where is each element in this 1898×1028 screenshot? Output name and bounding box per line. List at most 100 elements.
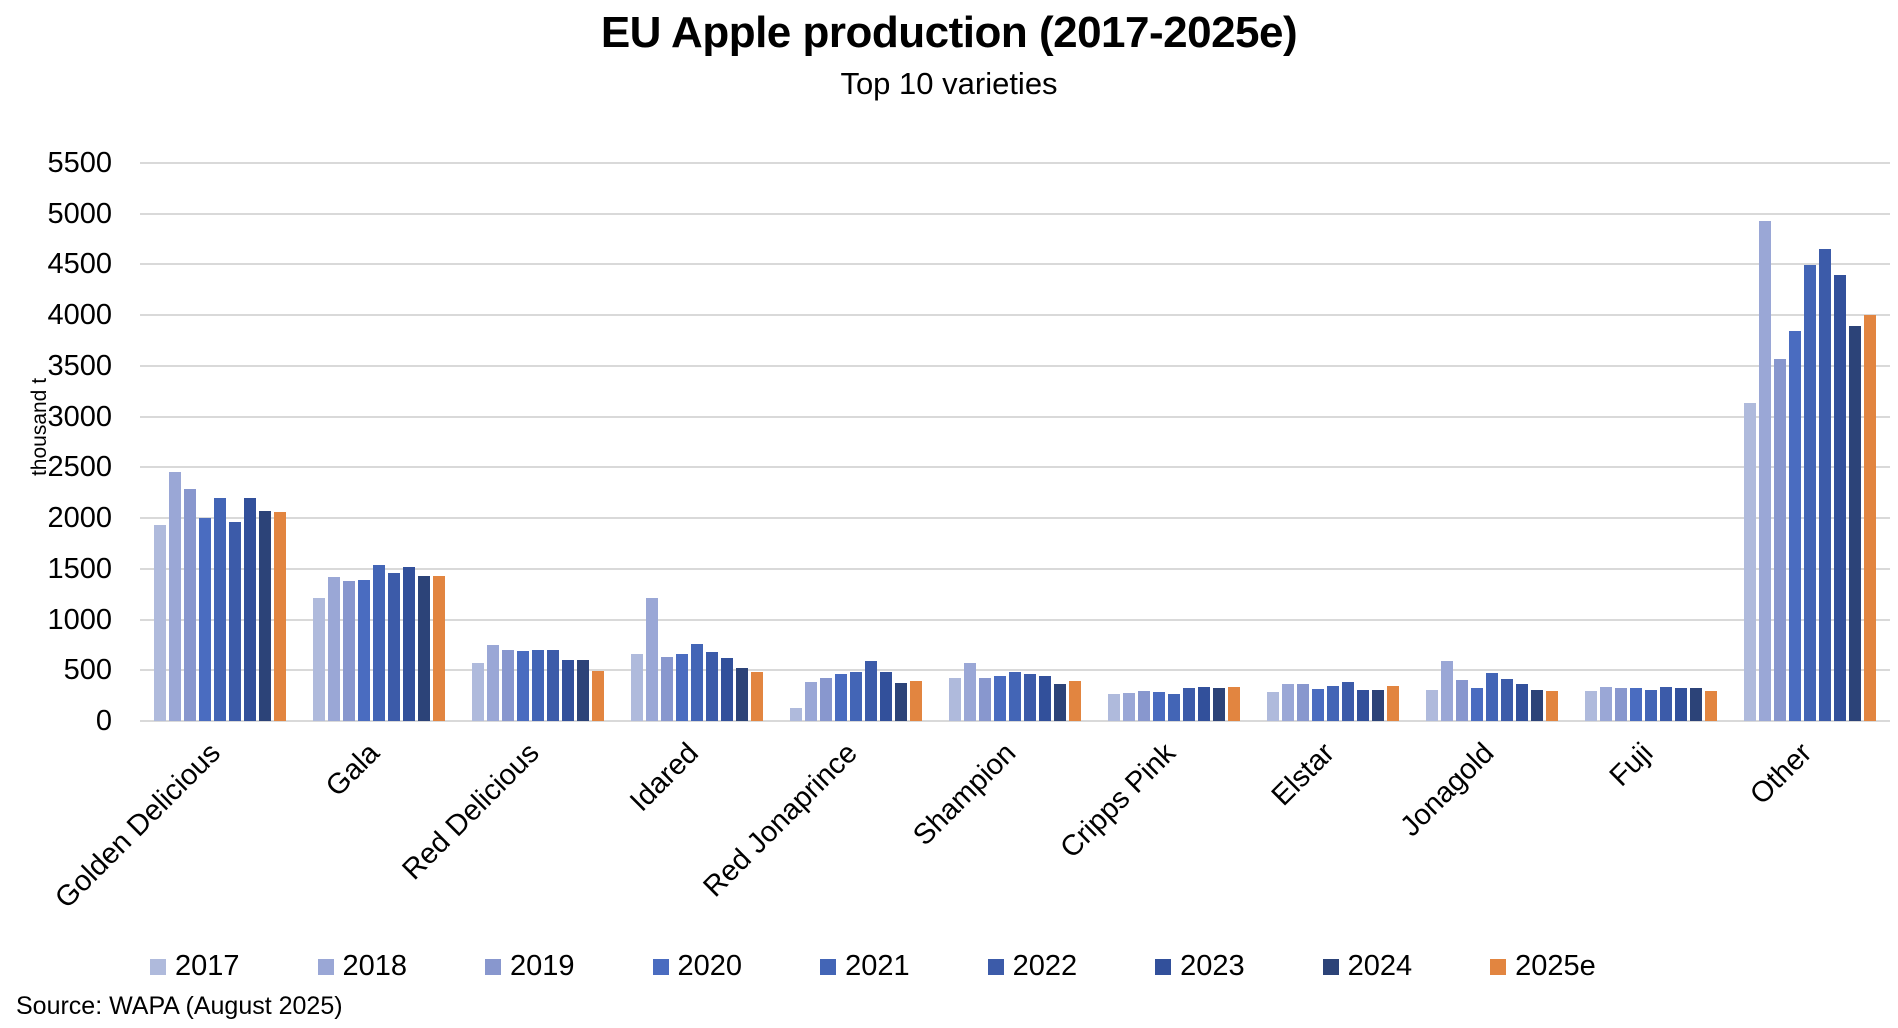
- source-note: Source: WAPA (August 2025): [16, 992, 343, 1020]
- legend-swatch-icon-2018: [317, 958, 334, 975]
- bar-jonagold-2018: [1441, 661, 1454, 721]
- legend: 2017 2018 2019 2020 2021 2022 2023 2024 2025e: [150, 950, 1596, 983]
- legend-label-2022: 2022: [1012, 950, 1078, 982]
- legend-item-2025e: 2025e: [1490, 950, 1596, 983]
- bar-gala-2023: [402, 566, 415, 721]
- bar-shampion-2018: [963, 663, 976, 721]
- bar-shampion-2019: [978, 678, 991, 721]
- category-group-gala: [299, 163, 458, 721]
- bar-other-2023: [1834, 274, 1847, 721]
- bar-golden-delicious-2024: [258, 511, 271, 721]
- y-tick-label-5000: 5000: [47, 197, 112, 230]
- bar-jonagold-2020: [1471, 688, 1484, 721]
- bar-fuji-2019: [1615, 688, 1628, 721]
- legend-swatch-icon-2024: [1322, 958, 1339, 975]
- legend-item-2017: 2017: [150, 950, 240, 983]
- bar-red-delicious-2022: [546, 650, 559, 721]
- gridline-3500: [140, 364, 1890, 367]
- bar-gala-2020: [357, 580, 370, 721]
- bar-red-delicious-2024: [576, 660, 589, 721]
- bar-other-2017: [1744, 403, 1757, 721]
- x-label-other: Other: [1744, 737, 1819, 811]
- gridline-500: [140, 669, 1890, 672]
- bar-other-2020: [1789, 331, 1802, 721]
- category-group-cripps-pink: [1095, 163, 1254, 721]
- bar-golden-delicious-2019: [183, 488, 196, 721]
- bar-other-2018: [1759, 220, 1772, 721]
- plot-area: 0 500 1000 1500 2000 2500 3000 3500 4000 4500 5000…: [47, 147, 1890, 737]
- gridline-4500: [140, 263, 1890, 266]
- bar-golden-delicious-2022: [228, 522, 241, 721]
- bar-elstar-2025e: [1387, 686, 1400, 721]
- bar-gala-2017: [312, 598, 325, 721]
- bar-elstar-2018: [1282, 683, 1295, 721]
- bar-fuji-2017: [1585, 691, 1598, 721]
- bar-elstar-2024: [1372, 689, 1385, 721]
- y-tick-label-3000: 3000: [47, 400, 112, 433]
- bar-golden-delicious-2017: [153, 525, 166, 721]
- bar-gala-2019: [342, 580, 355, 721]
- bar-gala-2018: [327, 576, 340, 721]
- bar-other-2019: [1774, 358, 1787, 721]
- x-label-elstar: Elstar: [1265, 737, 1341, 813]
- bar-red-delicious-2017: [471, 663, 484, 721]
- legend-label-2025e: 2025e: [1515, 950, 1596, 982]
- category-group-shampion: [935, 163, 1094, 721]
- bar-idared-2023: [720, 658, 733, 721]
- legend-swatch-icon-2022: [987, 958, 1004, 975]
- bar-cripps-pink-2018: [1123, 692, 1136, 721]
- bar-elstar-2019: [1297, 683, 1310, 721]
- bar-cripps-pink-2020: [1153, 692, 1166, 721]
- bar-cripps-pink-2017: [1108, 694, 1121, 721]
- gridline-4000: [140, 314, 1890, 317]
- legend-label-2020: 2020: [677, 950, 743, 982]
- y-tick-label-500: 500: [63, 654, 112, 687]
- bar-jonagold-2025e: [1546, 691, 1559, 721]
- bar-gala-2021: [372, 565, 385, 721]
- bar-cripps-pink-2021: [1168, 693, 1181, 721]
- bar-golden-delicious-2020: [198, 518, 211, 721]
- bar-fuji-2023: [1675, 688, 1688, 721]
- legend-item-2020: 2020: [652, 950, 743, 983]
- bar-fuji-2024: [1690, 687, 1703, 721]
- category-group-idared: [617, 163, 776, 721]
- legend-label-2019: 2019: [510, 950, 575, 982]
- x-label-jonagold: Jonagold: [1394, 737, 1500, 843]
- bar-idared-2019: [660, 657, 673, 721]
- legend-swatch-icon-2019: [485, 958, 502, 975]
- bar-cripps-pink-2025e: [1228, 686, 1241, 721]
- bar-red-delicious-2018: [486, 644, 499, 721]
- bar-idared-2020: [675, 654, 688, 721]
- bar-jonagold-2021: [1486, 672, 1499, 721]
- x-label-red-jonaprince: Red Jonaprince: [697, 737, 864, 904]
- category-group-fuji: [1572, 163, 1731, 721]
- bar-red-delicious-2025e: [591, 671, 604, 721]
- bar-gala-2025e: [432, 575, 445, 721]
- bar-cripps-pink-2024: [1213, 688, 1226, 721]
- legend-swatch-icon-2020: [652, 958, 669, 975]
- category-group-golden-delicious: [140, 163, 299, 721]
- bar-golden-delicious-2018: [168, 472, 181, 721]
- category-group-red-jonaprince: [776, 163, 935, 721]
- bar-red-jonaprince-2018: [804, 682, 817, 721]
- bar-idared-2018: [645, 598, 658, 721]
- gridline-3000: [140, 415, 1890, 418]
- y-tick-label-5500: 5500: [47, 147, 112, 179]
- legend-item-2024: 2024: [1322, 950, 1412, 983]
- gridline-5500: [140, 162, 1890, 164]
- bar-idared-2021: [690, 643, 703, 721]
- legend-item-2019: 2019: [485, 950, 575, 983]
- bar-elstar-2020: [1312, 688, 1325, 721]
- bar-red-jonaprince-2021: [849, 672, 862, 721]
- x-label-golden-delicious: Golden Delicious: [49, 737, 228, 915]
- legend-swatch-icon-2017: [150, 958, 166, 975]
- bar-fuji-2022: [1660, 687, 1673, 721]
- legend-swatch-icon-2023: [1155, 958, 1172, 975]
- bar-shampion-2017: [948, 677, 961, 721]
- bar-red-delicious-2023: [561, 660, 574, 721]
- category-group-red-delicious: [458, 163, 617, 721]
- gridline-2500: [140, 466, 1890, 469]
- category-group-elstar: [1254, 163, 1413, 721]
- bar-cripps-pink-2023: [1198, 687, 1211, 721]
- gridline-1500: [140, 567, 1890, 570]
